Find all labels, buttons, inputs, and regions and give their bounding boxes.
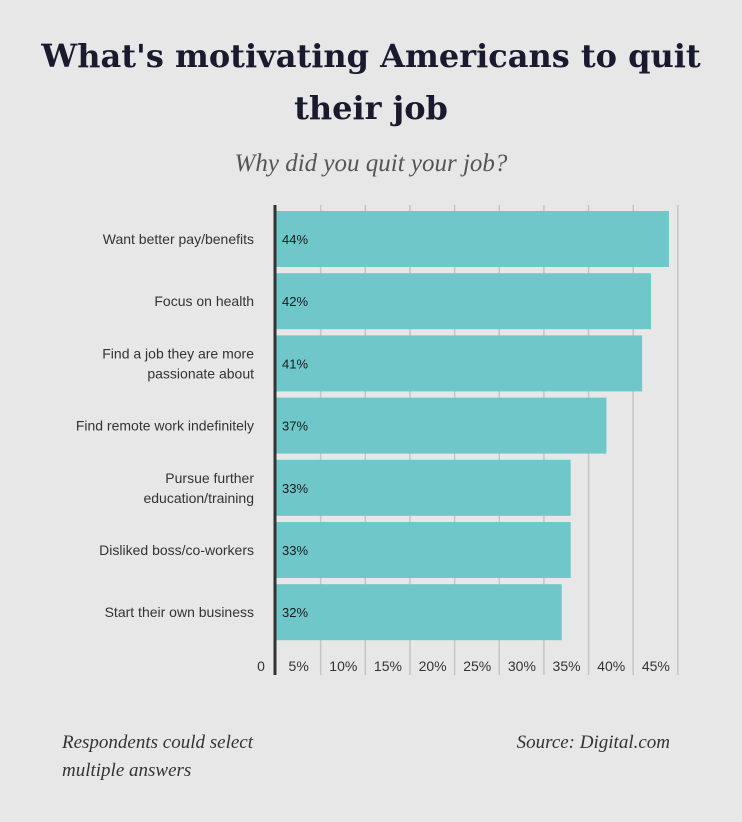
bar bbox=[276, 459, 571, 516]
category-label: education/training bbox=[143, 490, 254, 506]
value-label: 42% bbox=[282, 294, 308, 309]
x-tick-label: 25% bbox=[463, 658, 491, 674]
bar bbox=[276, 335, 643, 392]
x-tick-label: 40% bbox=[597, 658, 625, 674]
x-tick-label: 0 bbox=[257, 658, 265, 674]
source-note: Source: Digital.com bbox=[516, 732, 670, 753]
bar bbox=[276, 522, 571, 578]
bar bbox=[276, 584, 562, 641]
x-tick-label: 15% bbox=[374, 658, 402, 674]
chart-title: What's motivating Americans to quit thei… bbox=[41, 37, 701, 127]
bars bbox=[276, 211, 669, 641]
x-tick-label: 45% bbox=[642, 658, 670, 674]
x-tick-label: 10% bbox=[329, 658, 357, 674]
category-label: Want better pay/benefits bbox=[103, 231, 254, 247]
value-label: 44% bbox=[282, 232, 308, 247]
x-tick-label: 35% bbox=[553, 658, 581, 674]
category-label: Start their own business bbox=[105, 604, 254, 620]
value-label: 33% bbox=[282, 543, 308, 558]
footnote: Respondents could select multiple answer… bbox=[62, 732, 254, 781]
category-label: Disliked boss/co-workers bbox=[99, 542, 254, 558]
x-tick-labels: 0 5% 10% 15% 20% 25% 30% 35% 40% 45% bbox=[257, 658, 670, 674]
bar bbox=[276, 273, 652, 330]
value-label: 41% bbox=[282, 356, 308, 371]
value-label: 37% bbox=[282, 419, 308, 434]
category-label: Focus on health bbox=[154, 293, 254, 309]
x-tick-label: 5% bbox=[289, 658, 309, 674]
category-label: passionate about bbox=[147, 365, 254, 381]
category-label: Pursue further bbox=[165, 470, 254, 486]
category-label: Find remote work indefinitely bbox=[76, 418, 254, 434]
category-label: Find a job they are more bbox=[102, 345, 254, 361]
x-tick-label: 20% bbox=[419, 658, 447, 674]
category-labels: Want better pay/benefits Focus on health F… bbox=[76, 231, 255, 620]
value-label: 33% bbox=[282, 481, 308, 496]
value-label: 32% bbox=[282, 605, 308, 620]
bar bbox=[276, 397, 607, 454]
x-tick-label: 30% bbox=[508, 658, 536, 674]
chart-subtitle: Why did you quit your job? bbox=[234, 150, 508, 177]
value-labels: 44% 42% 41% 37% 33% 33% 32% bbox=[282, 232, 308, 620]
bar bbox=[276, 211, 669, 267]
